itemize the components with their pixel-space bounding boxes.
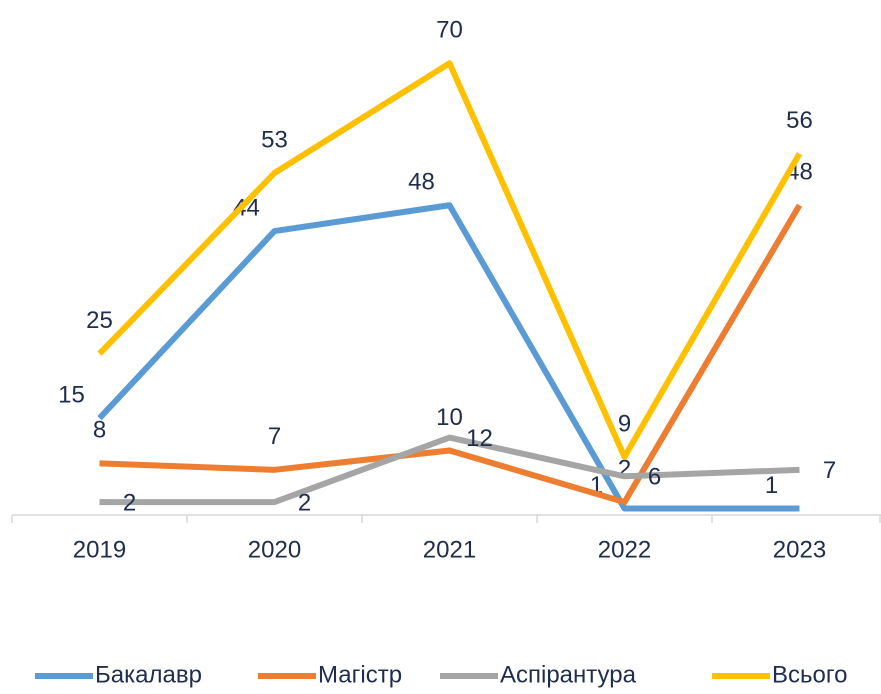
data-label: 56 (786, 107, 813, 134)
legend-label: Магістр (318, 661, 402, 688)
legend-label: Всього (772, 661, 847, 688)
data-label: 48 (408, 169, 435, 196)
data-label: 7 (268, 423, 281, 450)
x-tick-label: 2019 (73, 536, 126, 563)
x-tick-label: 2020 (248, 536, 301, 563)
data-label: 7 (823, 457, 836, 484)
data-label: 6 (648, 464, 661, 491)
data-label: 12 (466, 425, 493, 452)
legend-label: Аспірантура (500, 661, 637, 688)
data-label: 2 (298, 489, 311, 516)
x-tick-label: 2021 (423, 536, 476, 563)
data-label: 9 (618, 410, 631, 437)
line-series (97, 60, 803, 460)
data-label: 10 (436, 404, 463, 431)
data-label: 70 (436, 17, 463, 44)
data-label: 25 (86, 307, 113, 334)
data-label: 1 (765, 472, 778, 499)
line-series (97, 202, 800, 512)
legend-label: Бакалавр (95, 661, 202, 688)
x-tick-label: 2023 (773, 536, 826, 563)
line-series (99, 203, 803, 506)
line-series (99, 434, 800, 506)
data-label: 8 (93, 417, 106, 444)
data-label: 15 (58, 382, 85, 409)
data-label: 53 (261, 126, 288, 153)
x-tick-label: 2022 (598, 536, 651, 563)
data-label: 2 (123, 489, 136, 516)
